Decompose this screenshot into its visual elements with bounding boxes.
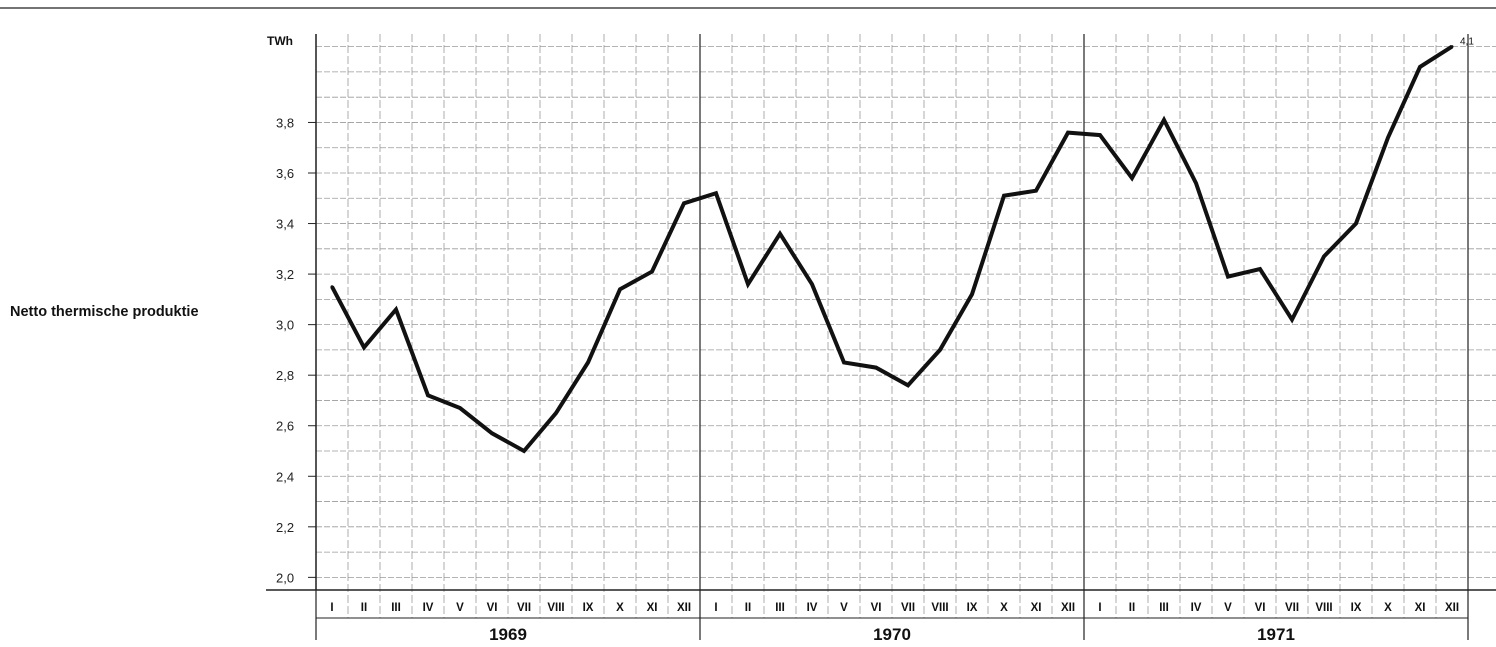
x-month-label: V <box>840 602 848 614</box>
x-year-label: 1970 <box>873 625 911 644</box>
data-point <box>714 191 718 195</box>
data-point <box>490 431 494 435</box>
x-month-label: XI <box>1415 602 1426 614</box>
x-month-label: XII <box>677 602 691 614</box>
y-tick-label: 2,2 <box>276 520 294 535</box>
data-point <box>1066 131 1070 135</box>
data-point <box>522 449 526 453</box>
x-month-label: XI <box>1031 602 1042 614</box>
x-month-label: II <box>1129 602 1135 614</box>
x-month-label: IV <box>1191 602 1202 614</box>
data-point <box>746 282 750 286</box>
data-point <box>554 411 558 415</box>
axes <box>0 7 1496 619</box>
x-year-label: 1969 <box>489 625 527 644</box>
data-point <box>874 366 878 370</box>
data-point <box>906 383 910 387</box>
data-point <box>938 348 942 352</box>
data-point <box>1098 133 1102 137</box>
data-point <box>1322 254 1326 258</box>
y-tick-label: 3,0 <box>276 318 294 333</box>
y-tick-label: 3,8 <box>276 115 294 130</box>
data-point <box>1354 222 1358 226</box>
y-tick-label: 2,8 <box>276 368 294 383</box>
x-month-label: VII <box>517 602 531 614</box>
y-tick-labels: TWh 2,0 2,2 2,4 2,6 2,8 3,0 3,2 3,4 3,6 3,8 <box>267 34 294 585</box>
x-month-label: VII <box>1285 602 1299 614</box>
x-month-label: I <box>330 602 333 614</box>
x-month-label: X <box>1384 602 1392 614</box>
x-month-label: IX <box>583 602 594 614</box>
data-point <box>1386 136 1390 140</box>
x-month-label: I <box>714 602 717 614</box>
x-month-label: VIII <box>1315 602 1332 614</box>
data-point <box>362 345 366 349</box>
x-month-label: VI <box>487 602 498 614</box>
data-point <box>1226 275 1230 279</box>
data-point <box>586 361 590 365</box>
y-tick-label: 3,4 <box>276 217 294 232</box>
x-month-label: I <box>1098 602 1101 614</box>
x-month-label: III <box>1159 602 1169 614</box>
row-label: Netto thermische produktie <box>10 304 199 320</box>
x-month-label: III <box>391 602 401 614</box>
x-month-label: XII <box>1445 602 1459 614</box>
y-tick-label: 2,6 <box>276 419 294 434</box>
data-point <box>1034 189 1038 193</box>
x-month-label: IV <box>807 602 818 614</box>
data-point <box>1130 176 1134 180</box>
y-tick-label: 2,4 <box>276 469 294 484</box>
gridlines <box>315 34 1496 640</box>
x-year-label: 1971 <box>1257 625 1295 644</box>
x-month-label: X <box>616 602 624 614</box>
data-point <box>778 232 782 236</box>
data-point <box>1258 267 1262 271</box>
x-month-label: VII <box>901 602 915 614</box>
data-point <box>458 406 462 410</box>
x-month-label: II <box>745 602 751 614</box>
data-point <box>1418 65 1422 69</box>
data-point <box>810 282 814 286</box>
x-month-label: XI <box>647 602 658 614</box>
data-point <box>1290 318 1294 322</box>
x-month-label: V <box>1224 602 1232 614</box>
series-lines: 4,1 <box>330 37 1474 454</box>
x-month-label: XII <box>1061 602 1075 614</box>
x-month-label: V <box>456 602 464 614</box>
data-point <box>842 361 846 365</box>
data-point <box>330 285 334 289</box>
data-point <box>1450 45 1454 49</box>
x-month-label: VIII <box>931 602 948 614</box>
y-tick-label: 3,2 <box>276 267 294 282</box>
y-unit-label: TWh <box>267 34 293 48</box>
data-point <box>682 201 686 205</box>
data-point <box>1002 194 1006 198</box>
end-value-label: 4,1 <box>1460 37 1474 48</box>
x-month-label: VI <box>871 602 882 614</box>
data-point <box>394 307 398 311</box>
x-month-label: VI <box>1255 602 1266 614</box>
y-tick-label: 2,0 <box>276 570 294 585</box>
x-month-label: X <box>1000 602 1008 614</box>
x-month-label: VIII <box>547 602 564 614</box>
x-month-label: IX <box>1351 602 1362 614</box>
data-point <box>618 287 622 291</box>
x-month-label: II <box>361 602 367 614</box>
x-month-label: III <box>775 602 785 614</box>
y-tick-label: 3,6 <box>276 166 294 181</box>
series-line <box>330 44 1454 454</box>
data-point <box>650 270 654 274</box>
x-month-label: IV <box>423 602 434 614</box>
data-point <box>1162 118 1166 122</box>
x-month-label: IX <box>967 602 978 614</box>
x-axis-labels: I II III IV V VI VII VIII IX X XI XII I II III IV V VI VII… <box>330 602 1459 644</box>
data-point <box>1194 181 1198 185</box>
data-point <box>970 292 974 296</box>
data-point <box>426 393 430 397</box>
